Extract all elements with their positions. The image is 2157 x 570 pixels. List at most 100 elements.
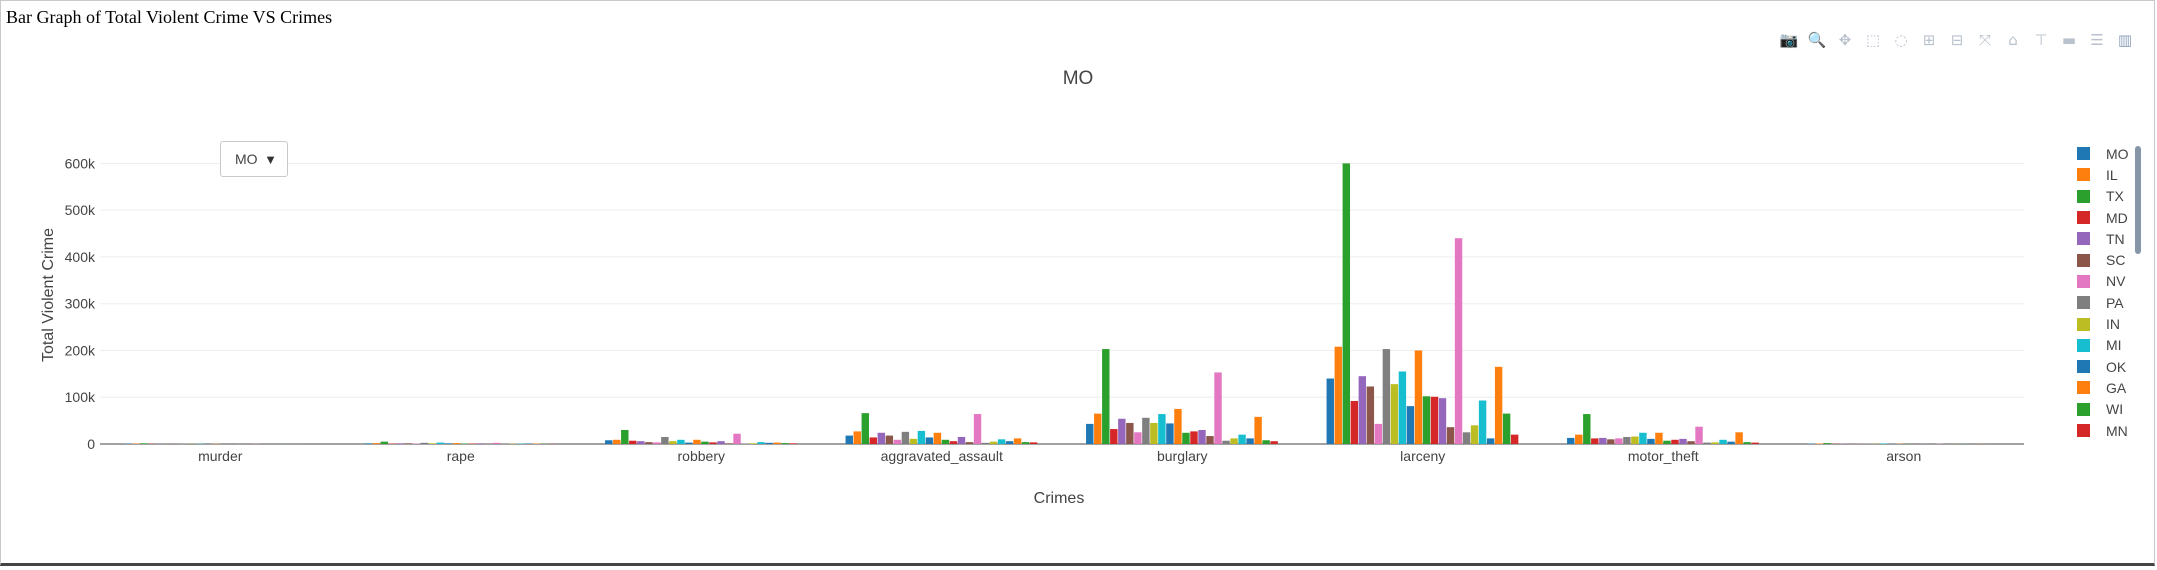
legend-item[interactable]: IN — [2074, 313, 2134, 334]
bar-PA-robbery[interactable] — [661, 436, 669, 444]
bar-MD-larceny[interactable] — [1350, 400, 1359, 444]
hover-closest-icon[interactable]: ▬ — [2061, 31, 2077, 49]
bar-MI-arson[interactable] — [1879, 443, 1888, 444]
legend-item[interactable]: MN — [2074, 420, 2134, 441]
bar-TN-motor_theft[interactable] — [1599, 437, 1607, 444]
bar-S20-aggravated_assault[interactable] — [997, 439, 1006, 444]
bar-S15-larceny[interactable] — [1438, 398, 1447, 444]
bar-PA-rape[interactable] — [420, 442, 429, 444]
bar-SC-burglary[interactable] — [1126, 422, 1134, 444]
bar-S18-larceny[interactable] — [1462, 432, 1471, 444]
bar-MD-motor_theft[interactable] — [1591, 438, 1599, 444]
box-select-icon[interactable]: ⬚ — [1865, 31, 1881, 49]
bar-IN-robbery[interactable] — [669, 441, 677, 444]
bar-OK-burglary[interactable] — [1166, 423, 1174, 444]
bar-S21-burglary[interactable] — [1246, 438, 1254, 444]
bar-S19-robbery[interactable] — [749, 443, 757, 444]
bar-TN-robbery[interactable] — [637, 441, 645, 444]
legend-item[interactable]: MD — [2074, 207, 2134, 228]
bar-PA-arson[interactable] — [1863, 443, 1872, 444]
bar-S19-larceny[interactable] — [1470, 425, 1479, 444]
bar-MO-larceny[interactable] — [1326, 378, 1334, 444]
bar-SC-robbery[interactable] — [645, 442, 653, 444]
bar-IN-aggravated_assault[interactable] — [909, 438, 918, 444]
bar-S23-burglary[interactable] — [1262, 440, 1270, 444]
bar-MI-burglary[interactable] — [1158, 414, 1166, 444]
bar-TX-murder[interactable] — [140, 443, 148, 444]
bar-S19-burglary[interactable] — [1230, 438, 1238, 444]
legend-scrollbar[interactable] — [2135, 146, 2141, 254]
bar-GA-motor_theft[interactable] — [1655, 432, 1663, 444]
bar-S20-robbery[interactable] — [757, 442, 765, 444]
bar-S18-burglary[interactable] — [1222, 440, 1230, 444]
bar-S20-burglary[interactable] — [1238, 434, 1246, 444]
bar-S17-rape[interactable] — [492, 442, 501, 444]
bar-S16-aggravated_assault[interactable] — [965, 442, 974, 444]
bar-MN-motor_theft[interactable] — [1671, 439, 1679, 444]
zoom-in-icon[interactable]: ⊞ — [1922, 31, 1936, 49]
legend-item[interactable]: PA — [2074, 292, 2134, 313]
bar-OK-aggravated_assault[interactable] — [925, 437, 934, 444]
bar-WI-burglary[interactable] — [1182, 432, 1190, 444]
bar-S15-rape[interactable] — [476, 443, 485, 444]
bar-S16-robbery[interactable] — [725, 443, 733, 444]
legend-item[interactable]: SC — [2074, 249, 2134, 270]
bar-GA-rape[interactable] — [452, 443, 461, 444]
bar-MN-larceny[interactable] — [1430, 396, 1439, 444]
bar-PA-aggravated_assault[interactable] — [901, 431, 910, 444]
bar-IN-burglary[interactable] — [1150, 422, 1158, 444]
bar-MN-burglary[interactable] — [1190, 431, 1198, 444]
bar-TN-larceny[interactable] — [1358, 376, 1367, 444]
bar-IL-aggravated_assault[interactable] — [853, 431, 861, 444]
bar-OK-motor_theft[interactable] — [1647, 438, 1655, 444]
bar-IN-larceny[interactable] — [1390, 384, 1399, 444]
bar-SC-motor_theft[interactable] — [1607, 439, 1615, 444]
bar-S24-larceny[interactable] — [1510, 434, 1519, 444]
bar-TX-larceny[interactable] — [1342, 163, 1350, 444]
bar-WI-aggravated_assault[interactable] — [941, 439, 950, 444]
bar-MD-aggravated_assault[interactable] — [869, 437, 878, 444]
bar-IL-arson[interactable] — [1815, 443, 1823, 444]
bar-MO-rape[interactable] — [364, 443, 372, 444]
bar-S15-aggravated_assault[interactable] — [957, 436, 966, 444]
bar-SC-larceny[interactable] — [1366, 386, 1375, 444]
bar-S22-burglary[interactable] — [1254, 416, 1262, 444]
bar-S24-motor_theft[interactable] — [1751, 442, 1759, 444]
bar-S17-larceny[interactable] — [1454, 238, 1463, 444]
bar-MO-robbery[interactable] — [605, 440, 613, 444]
legend-item[interactable]: GA — [2074, 377, 2134, 398]
bar-S16-burglary[interactable] — [1206, 436, 1214, 444]
state-dropdown[interactable]: MO ▼ — [220, 141, 288, 177]
bar-S16-motor_theft[interactable] — [1687, 441, 1695, 444]
bar-IL-larceny[interactable] — [1334, 346, 1342, 444]
bar-IN-motor_theft[interactable] — [1631, 436, 1639, 444]
bar-S21-aggravated_assault[interactable] — [1005, 441, 1014, 444]
bar-S21-robbery[interactable] — [765, 442, 773, 444]
bar-GA-aggravated_assault[interactable] — [933, 432, 942, 444]
bar-TN-burglary[interactable] — [1118, 418, 1126, 444]
bar-OK-robbery[interactable] — [685, 442, 693, 444]
bar-TX-robbery[interactable] — [621, 429, 629, 444]
bar-MN-robbery[interactable] — [709, 442, 717, 444]
legend-item[interactable]: OK — [2074, 356, 2134, 377]
plotly-logo-icon[interactable]: ▥ — [2117, 31, 2133, 49]
bar-S23-larceny[interactable] — [1502, 413, 1511, 444]
bar-TX-motor_theft[interactable] — [1583, 414, 1591, 444]
bar-NV-aggravated_assault[interactable] — [893, 439, 902, 444]
bar-S15-burglary[interactable] — [1198, 429, 1206, 444]
bar-S21-motor_theft[interactable] — [1727, 441, 1735, 444]
bar-S24-burglary[interactable] — [1270, 441, 1278, 444]
lasso-select-icon[interactable]: ◌ — [1894, 31, 1908, 49]
bar-MI-robbery[interactable] — [677, 439, 685, 444]
bar-IL-robbery[interactable] — [613, 439, 621, 444]
bar-S22-robbery[interactable] — [773, 442, 781, 444]
bar-S17-aggravated_assault[interactable] — [973, 414, 982, 444]
bar-MI-rape[interactable] — [436, 442, 445, 444]
bar-MO-burglary[interactable] — [1086, 423, 1094, 444]
bar-NV-larceny[interactable] — [1374, 423, 1383, 444]
bar-S15-motor_theft[interactable] — [1679, 438, 1687, 444]
legend-item[interactable]: TN — [2074, 228, 2134, 249]
legend-item[interactable]: NV — [2074, 271, 2134, 292]
bar-IL-burglary[interactable] — [1094, 413, 1102, 444]
bar-IL-motor_theft[interactable] — [1575, 434, 1583, 444]
